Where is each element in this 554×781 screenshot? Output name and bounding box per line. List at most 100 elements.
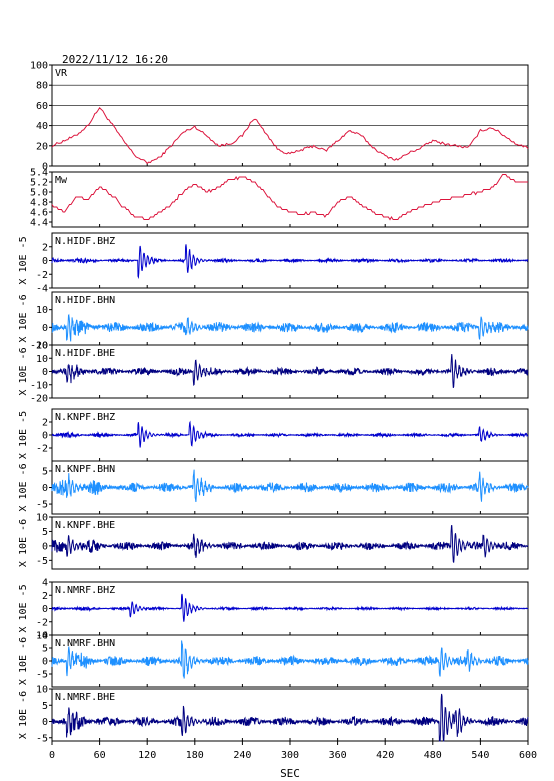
- y-tick-label: 5: [42, 644, 48, 655]
- y-tick-label: -10: [30, 341, 48, 352]
- y-tick-label: 2: [42, 242, 48, 253]
- x-tick-label: 480: [424, 750, 442, 761]
- series-title: N.NMRF.BHZ: [55, 585, 115, 596]
- x-tick-label: 540: [471, 750, 489, 761]
- chart-title: 2022/11/12 16:20: [62, 53, 168, 66]
- series-title: N.HIDF.BHZ: [55, 236, 115, 247]
- series-title: N.KNPF.BHN: [55, 464, 115, 475]
- y-tick-label: 0: [42, 256, 48, 267]
- panel-frame: [51, 291, 529, 346]
- y-tick-label: 4.6: [30, 208, 48, 219]
- y-tick-label: -5: [36, 670, 48, 681]
- y-tick-label: -2: [36, 270, 48, 281]
- panel-1: 0 20 40 60 80 100 VR: [30, 61, 529, 173]
- series-line: [51, 593, 529, 622]
- series-title: Mw: [55, 175, 68, 186]
- y-tick-label: 5: [42, 701, 48, 712]
- series-line: [51, 693, 529, 742]
- panel-11: -5 0 5 10 N.NMRF.BHE X 10E -6: [18, 685, 529, 744]
- y-tick-label: 4.8: [30, 198, 48, 209]
- series-line: [51, 525, 529, 563]
- series-line: [51, 640, 529, 679]
- y-tick-label: 4: [42, 578, 48, 589]
- y-tick-label: 80: [36, 81, 48, 92]
- panel-4: -10 0 10 N.HIDF.BHN X 10E -6: [18, 291, 529, 352]
- y-tick-label: -20: [30, 394, 48, 405]
- y-tick-label: 0: [42, 323, 48, 334]
- y-tick-label: 10: [36, 685, 48, 696]
- x-tick-label: 300: [281, 750, 299, 761]
- panel-5: -20 -10 0 10 20 N.HIDF.BHE X 10E -6: [18, 341, 529, 405]
- y-tick-label: -4: [36, 631, 48, 642]
- y-tick-label: 10: [36, 305, 48, 316]
- y-tick-label: -2: [36, 444, 48, 455]
- series-line: [51, 106, 529, 165]
- x-tick-label: 420: [376, 750, 394, 761]
- y-tick-label: 40: [36, 121, 48, 132]
- y-tick-label: 0: [42, 717, 48, 728]
- y-tick-label: -5: [36, 556, 48, 567]
- y-tick-label: 10: [36, 513, 48, 524]
- x-tick-label: 360: [329, 750, 347, 761]
- panel-frame: [51, 171, 529, 228]
- y-axis-label: X 10E -5: [18, 584, 29, 632]
- series-line: [51, 469, 529, 503]
- y-tick-label: 0: [42, 541, 48, 552]
- x-axis-label: SEC: [280, 767, 300, 780]
- y-tick-label: -2: [36, 617, 48, 628]
- y-tick-label: 0: [42, 483, 48, 494]
- x-tick-label: 600: [519, 750, 537, 761]
- x-tick-label: 240: [233, 750, 251, 761]
- y-axis-label: X 10E -6: [18, 519, 29, 567]
- series-title: N.KNPF.BHE: [55, 520, 115, 531]
- y-tick-label: 10: [36, 354, 48, 365]
- panel-3: -4 -2 0 2 N.HIDF.BHZ X 10E -5: [18, 232, 529, 295]
- series-line: [51, 174, 528, 221]
- y-tick-label: -5: [36, 733, 48, 744]
- y-tick-label: 10: [36, 631, 48, 642]
- series-line: [51, 354, 529, 388]
- x-tick-label: 60: [94, 750, 106, 761]
- series-line: [51, 244, 529, 280]
- series-title: N.HIDF.BHN: [55, 295, 115, 306]
- y-tick-label: 5: [42, 466, 48, 477]
- series-title: N.KNPF.BHZ: [55, 412, 115, 423]
- panel-2: 4.44.64.85.05.25.4 Mw: [30, 168, 529, 229]
- y-tick-label: 20: [36, 141, 48, 152]
- panel-9: -4 -2 0 2 4 N.NMRF.BHZ X 10E -5: [18, 578, 529, 642]
- series-title: VR: [55, 68, 68, 79]
- x-tick-label: 0: [49, 750, 55, 761]
- y-tick-label: 5.0: [30, 188, 48, 199]
- y-axis-label: X 10E -5: [18, 411, 29, 459]
- y-axis-label: X 10E -6: [18, 463, 29, 511]
- y-tick-label: 0: [42, 162, 48, 173]
- y-tick-label: 5.2: [30, 178, 48, 189]
- y-tick-label: 4.4: [30, 218, 48, 229]
- x-tick-label: 120: [138, 750, 156, 761]
- y-tick-label: -10: [30, 380, 48, 391]
- y-tick-label: 0: [42, 657, 48, 668]
- panel-7: -5 0 5 N.KNPF.BHN X 10E -6: [18, 460, 529, 515]
- y-tick-label: 0: [42, 367, 48, 378]
- x-tick-label: 180: [186, 750, 204, 761]
- series-line: [51, 420, 529, 448]
- y-axis-label: X 10E -6: [18, 637, 29, 685]
- y-tick-label: 100: [30, 61, 48, 72]
- panel-10: -5 0 5 10 N.NMRF.BHN X 10E -6: [18, 631, 529, 688]
- y-tick-label: 5: [42, 527, 48, 538]
- y-tick-label: -4: [36, 284, 48, 295]
- series-title: N.NMRF.BHE: [55, 692, 115, 703]
- y-tick-label: 2: [42, 418, 48, 429]
- y-tick-label: 20: [36, 341, 48, 352]
- series-title: N.HIDF.BHE: [55, 348, 115, 359]
- y-tick-label: 0: [42, 604, 48, 615]
- y-tick-label: -5: [36, 500, 48, 511]
- y-tick-label: 60: [36, 101, 48, 112]
- y-axis-label: X 10E -6: [18, 294, 29, 342]
- y-tick-label: 2: [42, 591, 48, 602]
- y-tick-label: 0: [42, 431, 48, 442]
- y-axis-label: X 10E -6: [18, 691, 29, 739]
- series-line: [51, 313, 529, 342]
